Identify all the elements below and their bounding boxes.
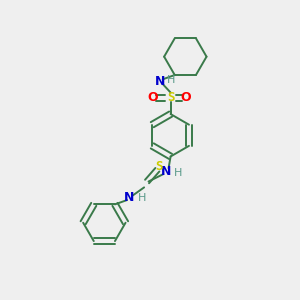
Text: N: N [161, 165, 171, 178]
Text: N: N [124, 191, 135, 204]
Text: H: H [167, 75, 176, 85]
Text: H: H [174, 168, 182, 178]
Text: N: N [155, 75, 166, 88]
Text: O: O [147, 92, 158, 104]
Text: S: S [167, 92, 174, 104]
Text: O: O [180, 92, 190, 104]
Text: H: H [138, 193, 146, 203]
Text: S: S [155, 160, 163, 173]
